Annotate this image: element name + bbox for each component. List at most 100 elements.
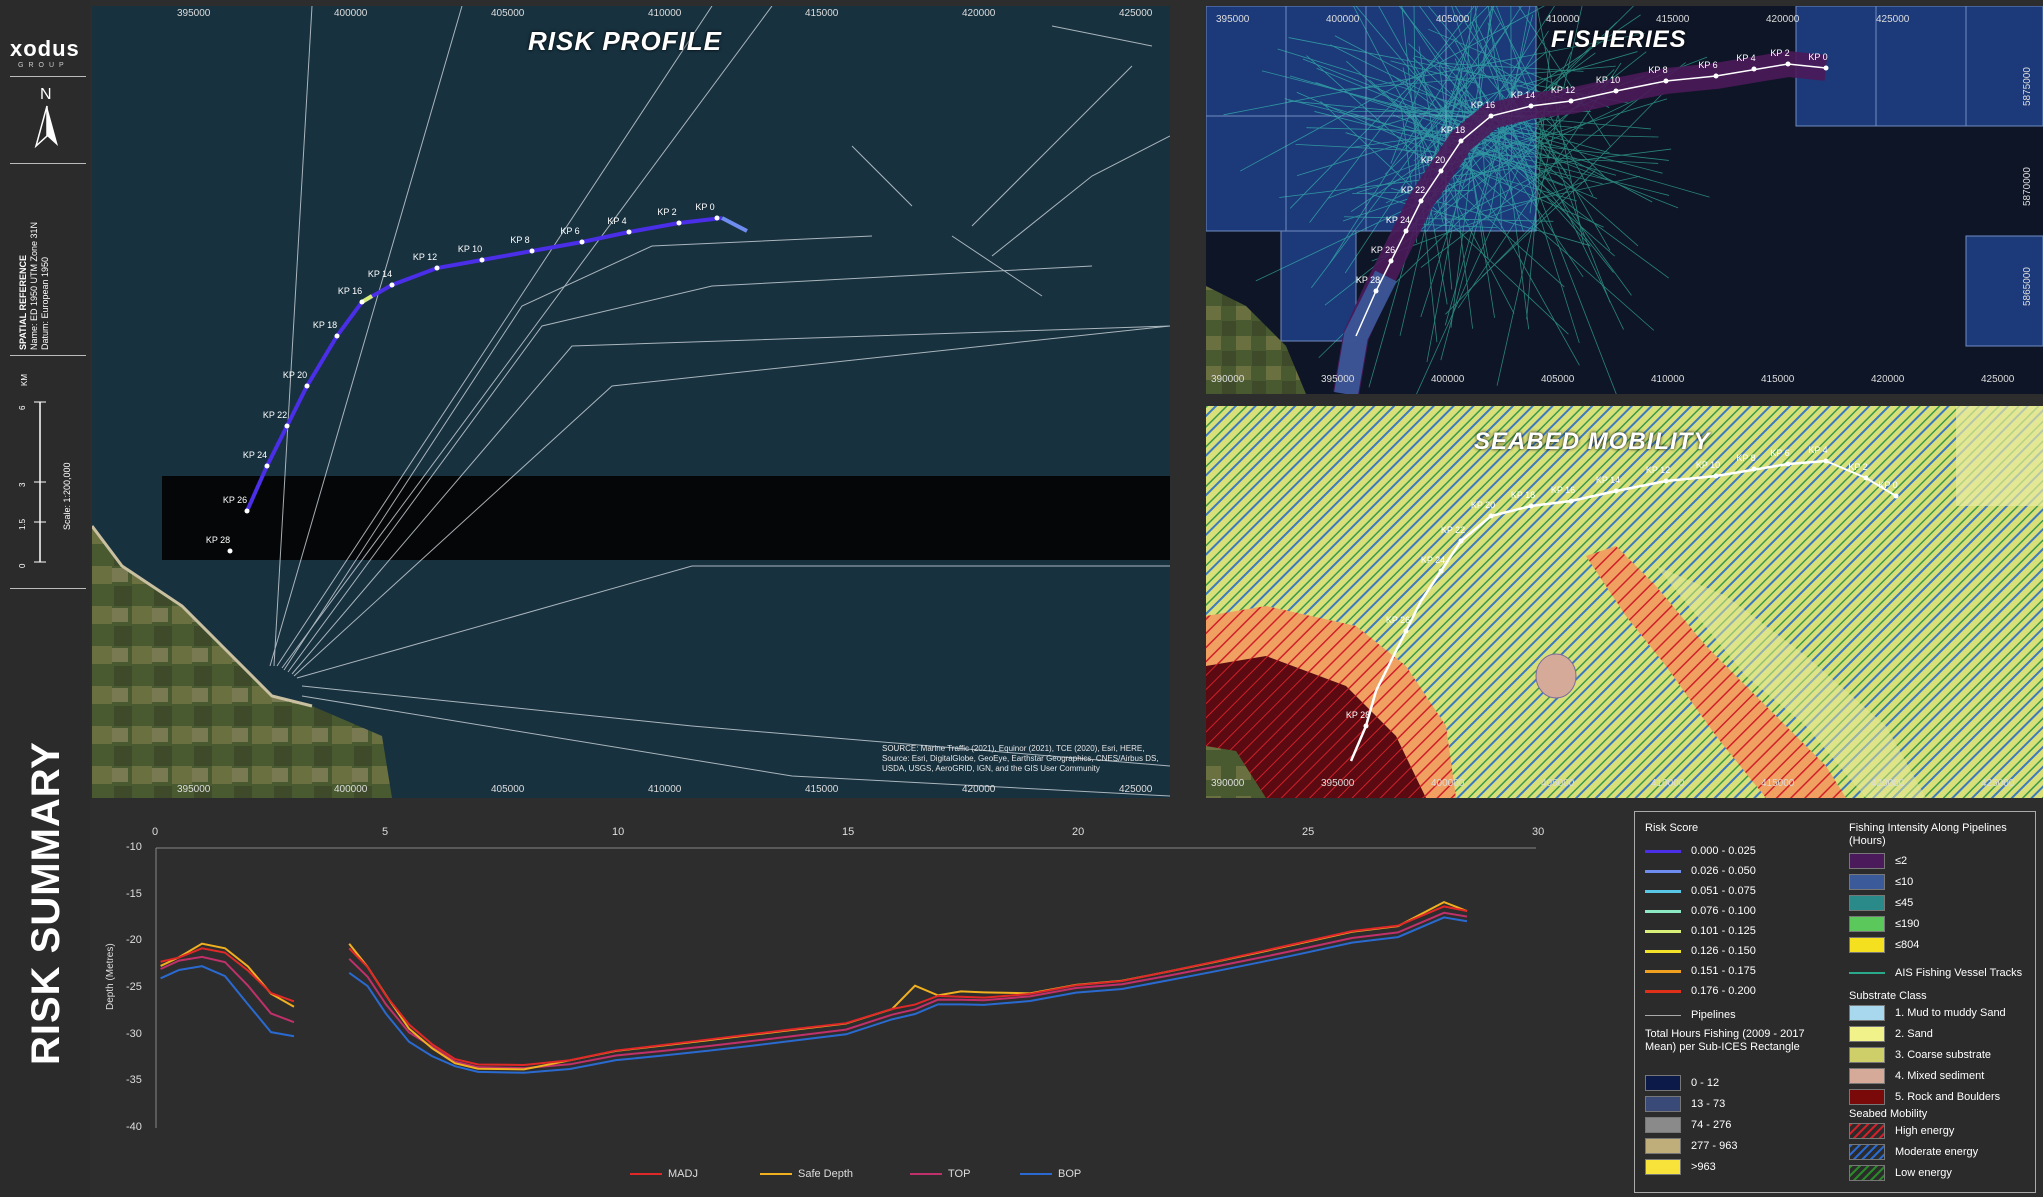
kp-label: KP 0 — [1808, 52, 1827, 62]
kp-label: KP 14 — [368, 269, 392, 279]
series-line-top — [348, 911, 1468, 1070]
scale-unit: KM — [20, 374, 29, 386]
kp-label: KP 22 — [1401, 185, 1425, 195]
kp-label: KP 20 — [283, 370, 307, 380]
kp-marker — [1403, 228, 1409, 234]
fisheries-bottom-tick: 410000 — [1651, 374, 1685, 385]
legend-hours-item: 277 - 963 — [1645, 1137, 1737, 1155]
kp-label: KP 16 — [1551, 485, 1575, 495]
kp-marker — [244, 508, 250, 514]
legend-swatch — [910, 1173, 942, 1175]
kp-label: KP 8 — [1736, 453, 1755, 463]
kp-marker — [1713, 473, 1719, 479]
map-x-tick: 395000 — [177, 8, 211, 19]
risk-profile-map[interactable]: KP 0 KP 2 KP 4 KP 6 KP 8 KP 10 KP 12 KP 14 KP 16… — [92, 6, 1170, 798]
spatial-reference-datum: Datum: European 1950 — [40, 256, 50, 350]
legend-risk-item: 0.026 - 0.050 — [1645, 862, 1756, 880]
kp-label: KP 12 — [1551, 85, 1575, 95]
kp-marker — [1388, 258, 1394, 264]
legend-substrate-item-swatch — [1849, 1068, 1885, 1084]
legend-risk-item: 0.000 - 0.025 — [1645, 842, 1756, 860]
north-label: N — [40, 86, 52, 103]
fisheries-bottom-tick: 415000 — [1761, 374, 1795, 385]
kp-marker — [1613, 488, 1619, 494]
y-tick: -15 — [126, 887, 142, 900]
legend-mobility-item-label: High energy — [1895, 1125, 1955, 1137]
spatial-reference: SPATIAL REFERENCE Name: ED 1950 UTM Zone… — [18, 180, 51, 350]
legend-pipelines-label: Pipelines — [1691, 1009, 1736, 1021]
legend-substrate-item-swatch — [1849, 1047, 1885, 1063]
pipeline-route[interactable] — [245, 216, 723, 512]
legend-risk-item-swatch — [1645, 989, 1681, 993]
legend-risk-item-swatch — [1645, 949, 1681, 953]
map-x-tick: 410000 — [648, 784, 682, 795]
legend-substrate-item: 1. Mud to muddy Sand — [1849, 1004, 2006, 1022]
legend-risk-item: 0.076 - 0.100 — [1645, 902, 1756, 920]
fisheries-x-tick: 395000 — [1216, 14, 1250, 25]
risk-summary-title: RISK SUMMARY — [24, 741, 68, 1065]
fisheries-x-tick: 425000 — [1876, 14, 1910, 25]
legend-substrate-item-label: 2. Sand — [1895, 1028, 1933, 1040]
kp-marker — [389, 282, 395, 288]
legend-risk-item: 0.176 - 0.200 — [1645, 982, 1756, 1000]
kp-label: KP 6 — [1770, 448, 1789, 458]
risk-kp-labels: KP 0 KP 2 KP 4 KP 6 KP 8 KP 10 KP 12 KP 14 KP 16… — [206, 202, 720, 554]
legend-fishing-item: ≤10 — [1849, 873, 1913, 891]
map-x-tick: 400000 — [334, 784, 368, 795]
kp-marker — [1528, 103, 1534, 109]
fisheries-x-tick: 420000 — [1766, 14, 1800, 25]
legend-fishing-item-label: ≤10 — [1895, 876, 1914, 888]
kp-label: KP 8 — [1648, 65, 1667, 75]
y-tick: -35 — [126, 1074, 142, 1087]
kp-marker — [1823, 458, 1829, 464]
series-line-safe-depth — [348, 900, 1468, 1071]
legend-swatch — [760, 1173, 792, 1175]
seabed-kp-labels: KP 0 KP 2 KP 4 KP 6 KP 8 KP 10 KP 12 KP 14 KP 16… — [1346, 445, 1899, 729]
map-x-tick: 395000 — [177, 784, 211, 795]
legend-hours-item: 0 - 12 — [1645, 1074, 1719, 1092]
legend-substrate-item: 2. Sand — [1849, 1025, 1933, 1043]
kp-label: KP 2 — [1848, 462, 1867, 472]
legend-substrate-item-label: 1. Mud to muddy Sand — [1895, 1007, 2006, 1019]
fisheries-map[interactable]: KP 0 KP 2 KP 4 KP 6 KP 8 KP 10 KP 12 KP 14 KP 16… — [1206, 6, 2043, 394]
scale-tick-3: 3 — [18, 482, 27, 487]
seabed-mobility-title: SEABED MOBILITY — [1474, 428, 1711, 455]
x-tick: 15 — [842, 826, 855, 838]
kp-label: KP 26 — [223, 495, 247, 505]
kp-marker — [334, 333, 340, 339]
legend-swatch — [1020, 1173, 1052, 1175]
legend-hours-item-label: 277 - 963 — [1691, 1140, 1738, 1152]
ais-swatch — [1849, 972, 1885, 974]
kp-marker — [359, 299, 365, 305]
legend-risk-item-label: 0.176 - 0.200 — [1691, 985, 1756, 997]
seabed-mobility-map[interactable]: KP 0 KP 2 KP 4 KP 6 KP 8 KP 10 KP 12 KP 14 KP 16… — [1206, 406, 2043, 798]
legend-mobility-item-label: Moderate energy — [1895, 1146, 1979, 1158]
fisheries-x-tick: 400000 — [1326, 14, 1360, 25]
kp-label: KP 0 — [1878, 480, 1897, 490]
fisheries-y-tick: 5865000 — [2022, 267, 2033, 306]
fisheries-x-tick: 415000 — [1656, 14, 1690, 25]
legend-swatch — [630, 1173, 662, 1175]
kp-marker — [1823, 65, 1829, 71]
seabed-bottom-tick: 420000 — [1871, 778, 1905, 789]
kp-marker — [1458, 138, 1464, 144]
kp-label: KP 0 — [695, 202, 714, 212]
kp-label: KP 2 — [1770, 48, 1789, 58]
legend-risk-item-label: 0.101 - 0.125 — [1691, 925, 1756, 937]
legend-hours-item-label: 0 - 12 — [1691, 1077, 1720, 1089]
legend-substrate-item: 5. Rock and Boulders — [1849, 1088, 2000, 1106]
kp-label: KP 20 — [1471, 500, 1495, 510]
legend-substrate-item: 4. Mixed sediment — [1849, 1067, 1984, 1085]
legend-substrate-item-swatch — [1849, 1026, 1885, 1042]
kp-marker — [1663, 478, 1669, 484]
kp-marker — [1403, 628, 1409, 634]
kp-label: KP 8 — [510, 235, 529, 245]
legend-fishing-item-label: ≤2 — [1895, 855, 1908, 867]
kp-label: KP 18 — [1511, 490, 1535, 500]
legend-fishing-item-label: ≤190 — [1895, 918, 1920, 930]
kp-marker — [1488, 513, 1494, 519]
fisheries-bottom-tick: 390000 — [1211, 374, 1245, 385]
kp-label: KP 26 — [1371, 245, 1395, 255]
series-line-madj — [348, 905, 1468, 1066]
kp-marker — [1568, 98, 1574, 104]
